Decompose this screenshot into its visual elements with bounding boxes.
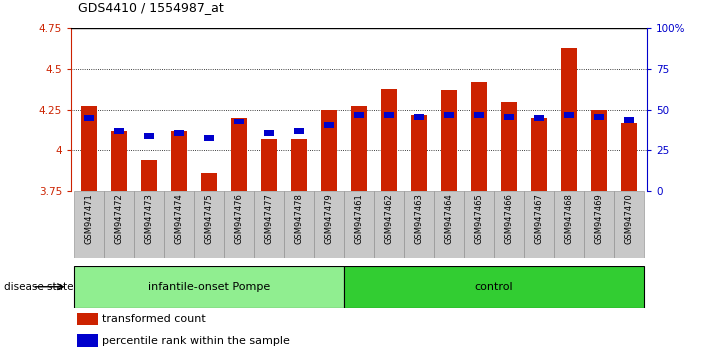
Bar bbox=[204, 135, 214, 141]
Bar bbox=[434, 191, 464, 258]
Bar bbox=[621, 123, 637, 191]
Bar bbox=[294, 129, 304, 134]
Bar bbox=[201, 173, 218, 191]
Text: GSM947476: GSM947476 bbox=[235, 193, 244, 244]
Bar bbox=[144, 133, 154, 139]
Text: GSM947465: GSM947465 bbox=[474, 193, 483, 244]
Bar bbox=[171, 131, 187, 191]
Bar bbox=[284, 191, 314, 258]
Bar bbox=[134, 191, 164, 258]
Bar bbox=[81, 107, 97, 191]
Bar bbox=[614, 191, 644, 258]
Bar bbox=[501, 102, 518, 191]
Bar bbox=[471, 82, 487, 191]
Text: GSM947479: GSM947479 bbox=[324, 193, 333, 244]
Bar bbox=[264, 130, 274, 136]
Bar bbox=[174, 130, 184, 136]
Bar bbox=[404, 191, 434, 258]
Bar bbox=[141, 160, 157, 191]
Bar bbox=[414, 114, 424, 120]
Text: GSM947473: GSM947473 bbox=[144, 193, 154, 244]
Bar bbox=[194, 191, 224, 258]
Text: GSM947463: GSM947463 bbox=[415, 193, 424, 244]
Bar bbox=[77, 313, 97, 325]
Bar bbox=[104, 191, 134, 258]
Text: percentile rank within the sample: percentile rank within the sample bbox=[102, 336, 290, 346]
Bar bbox=[234, 119, 244, 124]
Bar bbox=[314, 191, 344, 258]
Bar bbox=[584, 191, 614, 258]
Bar bbox=[411, 115, 427, 191]
Text: GSM947477: GSM947477 bbox=[264, 193, 274, 244]
Bar bbox=[504, 114, 514, 120]
Bar bbox=[534, 115, 544, 121]
Text: GSM947469: GSM947469 bbox=[594, 193, 604, 244]
Text: GSM947471: GSM947471 bbox=[85, 193, 94, 244]
Bar bbox=[164, 191, 194, 258]
Bar bbox=[594, 114, 604, 120]
Bar bbox=[321, 110, 337, 191]
Text: GSM947468: GSM947468 bbox=[565, 193, 574, 244]
Bar bbox=[224, 191, 254, 258]
Bar bbox=[561, 48, 577, 191]
Bar bbox=[441, 90, 457, 191]
Text: disease state: disease state bbox=[4, 282, 73, 292]
Bar bbox=[111, 131, 127, 191]
Bar bbox=[291, 139, 307, 191]
Text: GSM947464: GSM947464 bbox=[444, 193, 454, 244]
Bar bbox=[474, 112, 484, 118]
Bar bbox=[344, 266, 644, 308]
Bar bbox=[494, 191, 524, 258]
Text: GSM947475: GSM947475 bbox=[205, 193, 213, 244]
Text: GSM947472: GSM947472 bbox=[114, 193, 124, 244]
Bar bbox=[84, 115, 94, 121]
Text: GDS4410 / 1554987_at: GDS4410 / 1554987_at bbox=[78, 1, 224, 14]
Bar bbox=[591, 110, 607, 191]
Bar bbox=[374, 191, 404, 258]
Bar bbox=[354, 112, 364, 118]
Bar bbox=[77, 334, 97, 347]
Bar bbox=[384, 112, 394, 118]
Bar bbox=[564, 112, 574, 118]
Bar bbox=[344, 191, 374, 258]
Text: GSM947462: GSM947462 bbox=[385, 193, 394, 244]
Bar bbox=[554, 191, 584, 258]
Bar bbox=[381, 88, 397, 191]
Text: GSM947470: GSM947470 bbox=[624, 193, 634, 244]
Bar bbox=[324, 122, 334, 128]
Text: GSM947478: GSM947478 bbox=[294, 193, 304, 244]
Text: GSM947461: GSM947461 bbox=[355, 193, 363, 244]
Bar bbox=[261, 139, 277, 191]
Bar bbox=[114, 129, 124, 134]
Bar bbox=[531, 118, 547, 191]
Bar bbox=[464, 191, 494, 258]
Text: GSM947466: GSM947466 bbox=[505, 193, 513, 244]
Bar bbox=[254, 191, 284, 258]
Text: GSM947467: GSM947467 bbox=[535, 193, 543, 244]
Text: GSM947474: GSM947474 bbox=[175, 193, 183, 244]
Bar bbox=[444, 112, 454, 118]
Text: control: control bbox=[475, 282, 513, 292]
Bar bbox=[231, 118, 247, 191]
Text: infantile-onset Pompe: infantile-onset Pompe bbox=[148, 282, 270, 292]
Bar bbox=[624, 117, 634, 123]
Bar bbox=[74, 191, 104, 258]
Bar bbox=[74, 266, 344, 308]
Bar bbox=[351, 107, 368, 191]
Text: transformed count: transformed count bbox=[102, 314, 206, 324]
Bar bbox=[524, 191, 554, 258]
